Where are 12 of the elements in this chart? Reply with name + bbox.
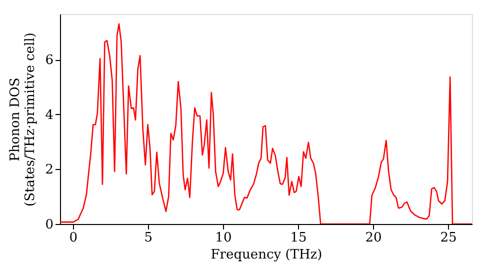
x-tick-label: 20 — [365, 230, 382, 246]
x-tick-label: 25 — [440, 230, 457, 246]
x-tick-label: 5 — [144, 230, 153, 246]
x-tick-label: 0 — [69, 230, 78, 246]
y-tick-label: 6 — [45, 53, 54, 68]
x-tick-label: 15 — [290, 230, 307, 246]
y-tick-label: 4 — [45, 108, 54, 123]
x-axis-title: Frequency (THz) — [210, 248, 322, 262]
y-tick-label: 2 — [45, 162, 54, 178]
y-tick-label: 0 — [45, 218, 54, 232]
x-tick-label: 10 — [215, 230, 232, 246]
y-axis-title: Phonon DOS (States/THz·primitive cell) — [8, 32, 38, 207]
